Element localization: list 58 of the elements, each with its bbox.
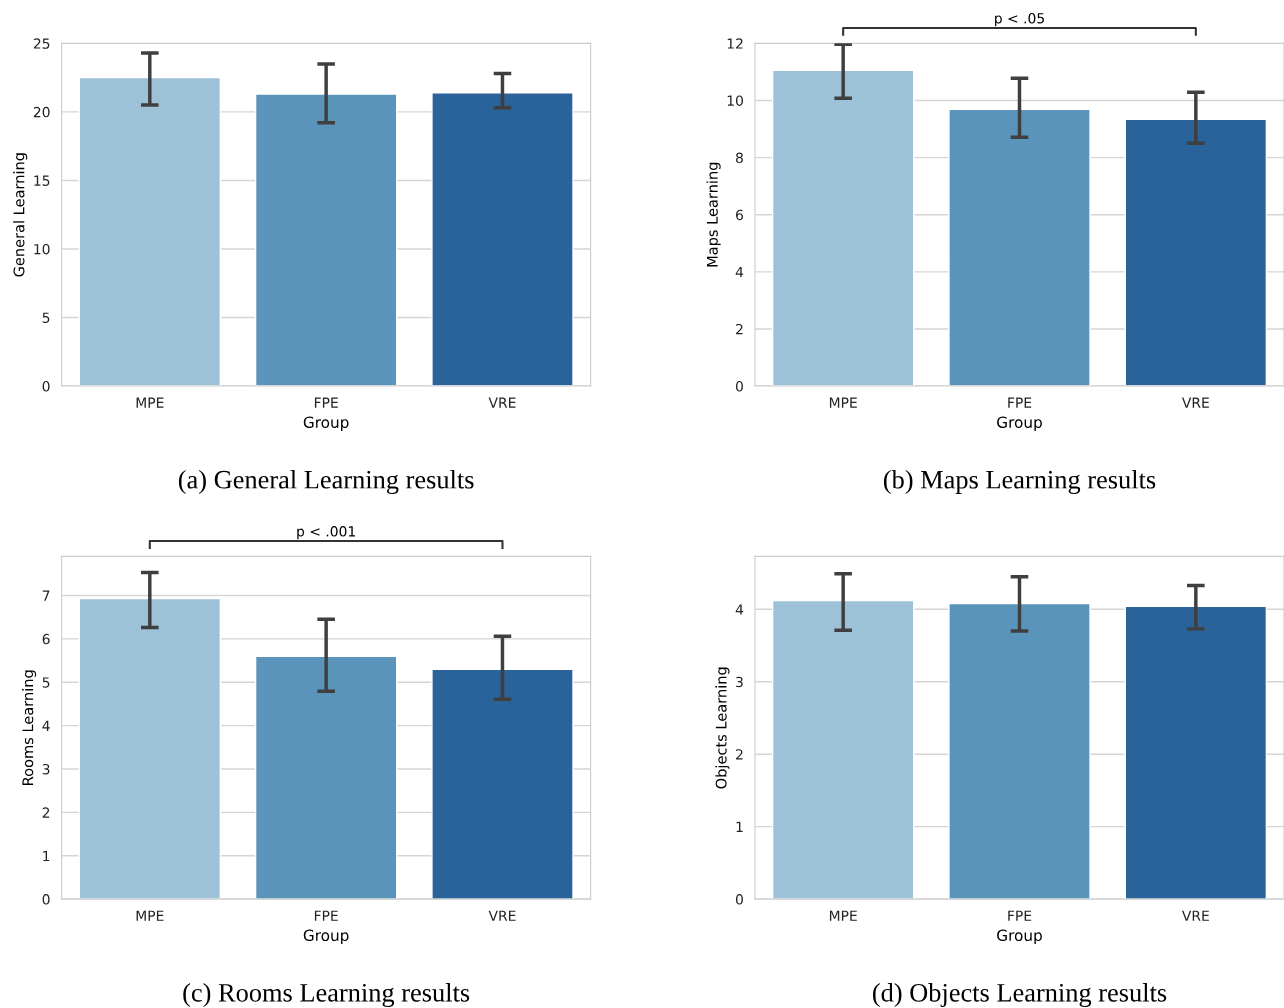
x-tick-label: MPE [136,910,164,921]
y-tick-label: 4 [735,266,744,278]
x-axis-title: Group [997,416,1042,431]
y-tick-label: 6 [42,633,50,645]
x-axis-title: Group [303,929,349,945]
y-axis-title: Maps Learning [706,162,721,267]
y-axis-title: Objects Learning [715,667,730,789]
x-tick-label: MPE [829,910,857,921]
y-axis-title: Rooms Learning [22,670,37,785]
y-tick-label: 2 [42,807,50,818]
text: (a) General Learning results [178,470,474,495]
y-tick-label: 12 [727,38,743,49]
bar [948,108,1091,387]
y-axis-title: General Learning [13,153,28,277]
y-tick-label: 1 [736,821,743,832]
text: (c) Rooms Learning results [183,983,470,1008]
bar [1124,118,1268,387]
bar [431,668,574,900]
y-tick-label: 25 [33,38,50,49]
y-tick-label: 5 [42,312,50,323]
x-tick-label: VRE [488,910,516,921]
text: p < .001 [297,526,355,540]
y-tick-label: 6 [736,209,744,221]
y-tick-label: 2 [736,749,743,760]
x-tick-label: MPE [136,397,164,408]
x-tick-label: VRE [1181,910,1209,921]
x-axis-title: Group [997,929,1042,945]
y-tick-label: 10 [727,95,743,106]
y-tick-label: 8 [735,152,743,164]
y-tick-label: 3 [42,763,50,775]
x-tick-label: MPE [829,397,857,408]
y-tick-label: 5 [42,677,50,688]
x-tick-label: VRE [488,397,516,408]
y-tick-label: 10 [34,243,50,255]
y-tick-label: 3 [736,676,743,688]
x-tick-label: FPE [314,397,338,408]
y-tick-label: 4 [42,720,50,731]
y-tick-label: 20 [33,106,50,118]
y-tick-label: 0 [735,381,743,392]
x-tick-label: FPE [1008,910,1032,921]
y-tick-label: 2 [736,323,743,335]
bar [771,69,915,387]
y-tick-label: 4 [735,604,744,615]
y-tick-label: 1 [43,850,50,862]
bar [254,655,398,900]
x-tick-label: FPE [1008,397,1032,408]
x-tick-label: VRE [1181,397,1209,408]
y-tick-label: 0 [42,894,50,905]
text: (d) Objects Learning results [872,983,1167,1008]
text: p < .05 [995,13,1044,27]
bar [78,597,222,900]
y-tick-label: 0 [735,894,743,905]
y-tick-label: 0 [42,381,50,392]
y-tick-label: 7 [42,590,50,601]
x-axis-title: Group [303,416,349,431]
y-tick-label: 15 [34,175,50,186]
text: (b) Maps Learning results [883,470,1156,495]
x-tick-label: FPE [314,910,338,921]
